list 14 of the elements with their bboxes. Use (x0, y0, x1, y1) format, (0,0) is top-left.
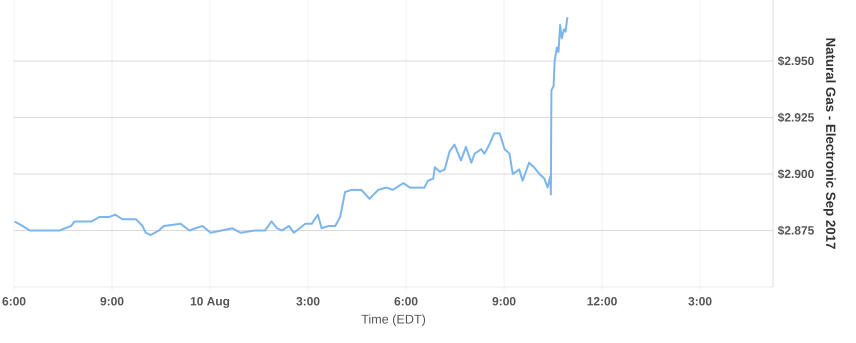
x-tick-label: 9:00 (100, 297, 124, 306)
x-tick-label: 3:00 (296, 297, 320, 306)
x-tick-label: 6:00 (2, 297, 26, 306)
x-tick-label: 3:00 (688, 297, 712, 306)
y-tick-label: $2.950 (778, 56, 814, 66)
y-axis-title: Natural Gas - Electronic Sep 2017 (823, 38, 836, 249)
x-tick-label: 9:00 (492, 297, 516, 306)
x-axis-title: Time (EDT) (361, 314, 426, 326)
x-tick-label: 12:00 (588, 297, 617, 306)
x-tick-label: 6:00 (394, 297, 418, 306)
y-tick-label: $2.875 (778, 226, 814, 236)
y-tick-label: $2.900 (778, 169, 814, 179)
y-tick-label: $2.925 (778, 112, 814, 122)
x-tick-label: 10 Aug (190, 297, 230, 308)
